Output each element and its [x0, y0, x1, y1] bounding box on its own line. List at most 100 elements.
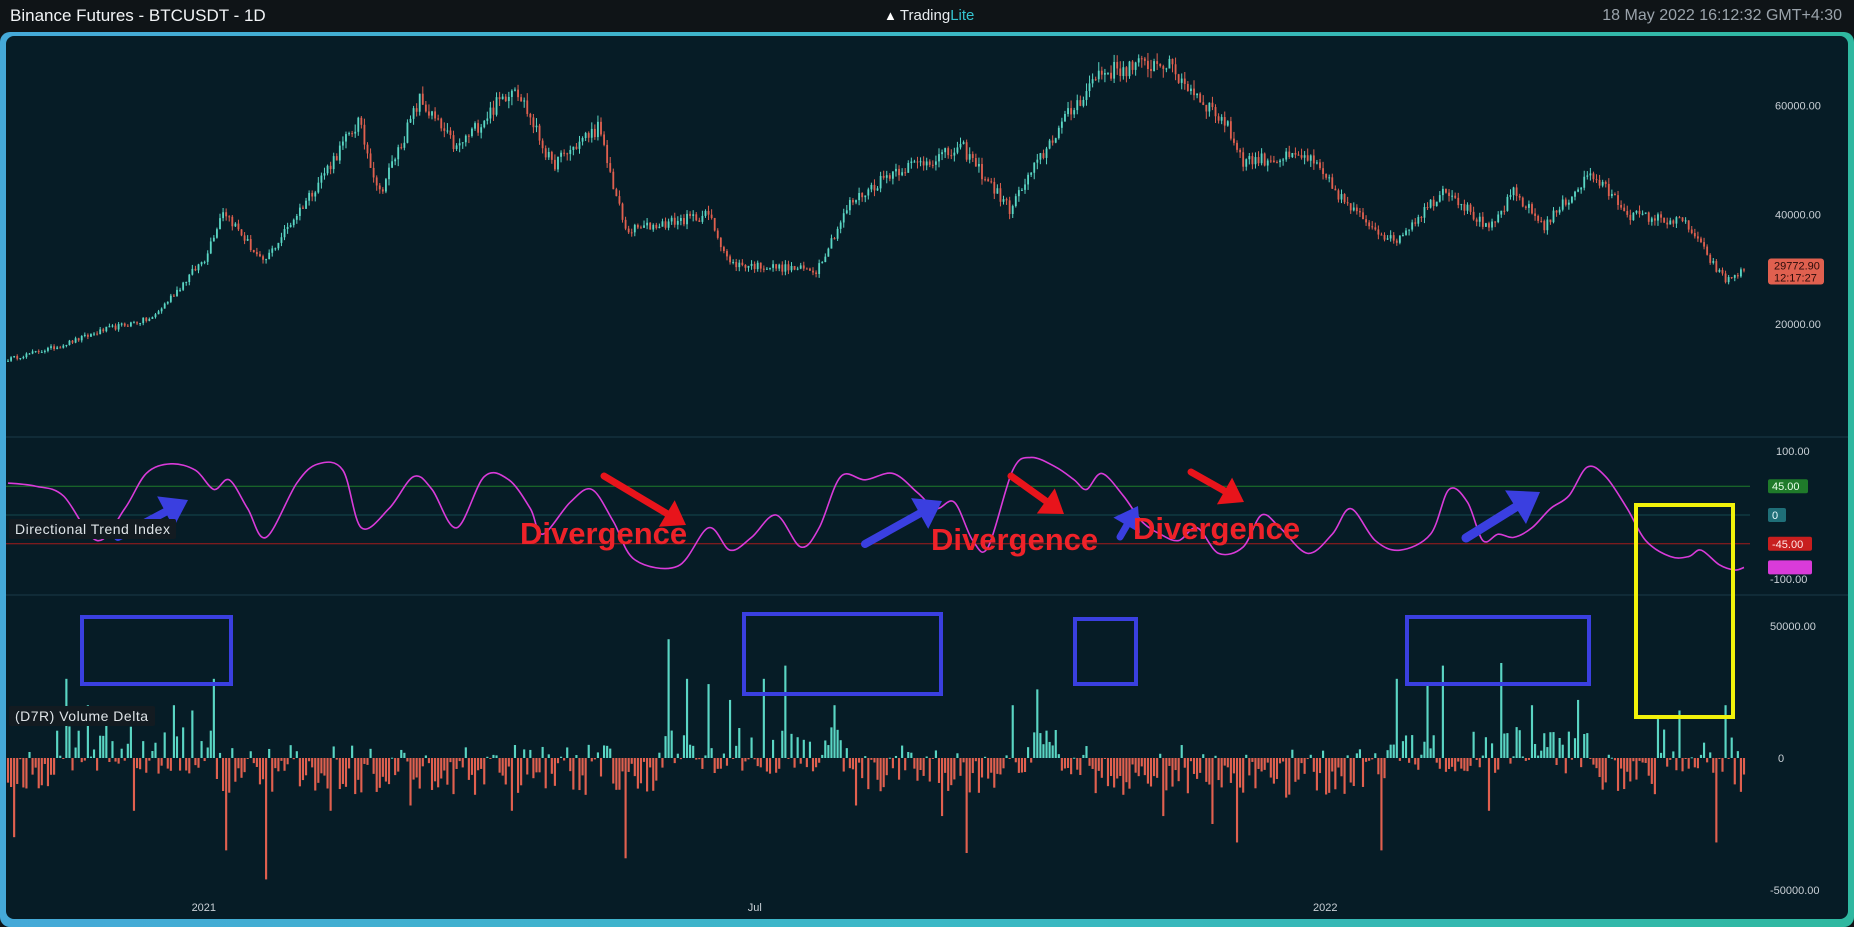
- candle-body: [96, 333, 99, 335]
- volume-delta-bar: [1291, 749, 1294, 758]
- volume-delta-bar: [1165, 758, 1168, 791]
- volume-delta-bar: [1106, 758, 1110, 787]
- volume-delta-bar: [1690, 757, 1693, 759]
- candle-body: [154, 314, 157, 318]
- candle-body: [867, 189, 870, 196]
- volume-delta-bar: [575, 755, 578, 758]
- volume-delta-bar: [790, 733, 793, 758]
- volume-delta-bar: [1088, 758, 1091, 766]
- candle-body: [821, 262, 824, 264]
- volume-delta-bar: [308, 758, 311, 762]
- candle-body: [1208, 102, 1211, 112]
- candle-body: [452, 135, 455, 150]
- volume-delta-bar: [1017, 758, 1020, 773]
- volume-delta-bar: [747, 758, 750, 760]
- volume-delta-bar: [1595, 758, 1598, 769]
- volume-delta-bar: [206, 747, 209, 758]
- candle-body: [1546, 219, 1549, 231]
- volume-delta-bar: [1558, 738, 1561, 758]
- candle-body: [1226, 121, 1229, 126]
- candle-body: [191, 268, 194, 275]
- volume-delta-bar: [1057, 754, 1060, 758]
- chart-canvas[interactable]: 60000.00 40000.00 20000.00 29772.9012:17:27…: [0, 32, 1854, 927]
- candle-body: [1107, 72, 1109, 74]
- volume-delta-bar: [1186, 758, 1189, 794]
- volume-delta-label[interactable]: (D7R) Volume Delta: [9, 706, 155, 726]
- volume-delta-bar: [341, 758, 344, 784]
- volume-delta-bar: [31, 758, 34, 775]
- volume-delta-bar: [381, 758, 384, 777]
- volume-delta-bar: [716, 758, 719, 769]
- volume-delta-bar: [86, 705, 89, 758]
- candle-body: [959, 143, 962, 148]
- candle-body: [1236, 142, 1238, 150]
- candle-body: [581, 138, 584, 142]
- dti-level-zero-bg: [1768, 508, 1786, 522]
- volume-delta-bar: [578, 758, 581, 791]
- volume-delta-bar: [1036, 689, 1039, 758]
- candle-body: [1598, 179, 1601, 186]
- candle-body: [1703, 242, 1705, 247]
- volume-delta-bar: [492, 754, 495, 758]
- volume-delta-bar: [1380, 758, 1383, 851]
- candle-body: [437, 118, 440, 120]
- candle-body: [262, 256, 264, 260]
- volume-delta-bar: [535, 758, 538, 773]
- volume-delta-bar: [1733, 758, 1736, 785]
- candle-body: [212, 237, 215, 242]
- candle-body: [1503, 210, 1506, 212]
- volume-delta-bar: [1613, 758, 1617, 761]
- volume-delta-bar: [151, 751, 154, 758]
- volume-delta-bar: [1149, 758, 1153, 787]
- candle-body: [1008, 200, 1011, 215]
- volume-delta-bar: [283, 758, 286, 771]
- candle-body: [314, 192, 317, 197]
- volume-delta-bar: [243, 758, 246, 773]
- volume-delta-bar: [1696, 758, 1699, 769]
- volume-delta-bar: [1315, 758, 1318, 791]
- volume-delta-bar: [1196, 758, 1199, 779]
- candle-body: [1638, 210, 1641, 215]
- candle-body: [1128, 61, 1131, 77]
- candle-body: [1454, 195, 1457, 198]
- volume-delta-bar: [928, 758, 931, 782]
- volume-delta-bar: [1702, 742, 1706, 758]
- volume-delta-bar: [516, 758, 520, 793]
- candle-body: [1617, 195, 1619, 205]
- volume-delta-bar: [154, 742, 157, 758]
- volume-delta-bar: [781, 730, 784, 758]
- candle-body: [252, 250, 255, 253]
- dti-level-zero: 0: [1772, 510, 1778, 522]
- candle-body: [1014, 196, 1017, 207]
- volume-delta-bar: [102, 735, 105, 758]
- volume-delta-axis-tick: 0: [1778, 753, 1784, 765]
- candle-body: [1500, 210, 1503, 215]
- volume-delta-bar: [1260, 758, 1263, 772]
- candle-body: [1721, 269, 1724, 274]
- volume-delta-bar: [351, 745, 354, 758]
- candle-body: [139, 323, 142, 325]
- candle-body: [901, 172, 904, 176]
- indicator-label[interactable]: Directional Trend Index: [9, 519, 177, 539]
- candle-body: [578, 141, 581, 149]
- volume-delta-bar: [1583, 734, 1586, 758]
- volume-delta-bar: [317, 758, 320, 783]
- volume-delta-bar: [96, 758, 99, 771]
- candle-body: [1125, 67, 1128, 77]
- candle-body: [1537, 215, 1540, 221]
- volume-delta-bar: [1435, 758, 1438, 763]
- volume-delta-bar: [1429, 748, 1432, 758]
- volume-delta-bar: [768, 758, 772, 774]
- candle-body: [1349, 203, 1352, 211]
- volume-delta-bar: [1444, 758, 1448, 772]
- volume-delta-bar: [1469, 758, 1472, 766]
- candle-body: [1402, 234, 1404, 236]
- volume-delta-bar: [1337, 758, 1340, 768]
- divergence-arrow-2-head: [1036, 488, 1064, 514]
- volume-delta-bar: [925, 756, 928, 758]
- volume-delta-bar: [824, 740, 827, 758]
- candle-body: [455, 145, 458, 150]
- volume-delta-bar: [1549, 732, 1552, 758]
- volume-delta-bar: [947, 758, 950, 791]
- volume-delta-bar: [1540, 750, 1543, 758]
